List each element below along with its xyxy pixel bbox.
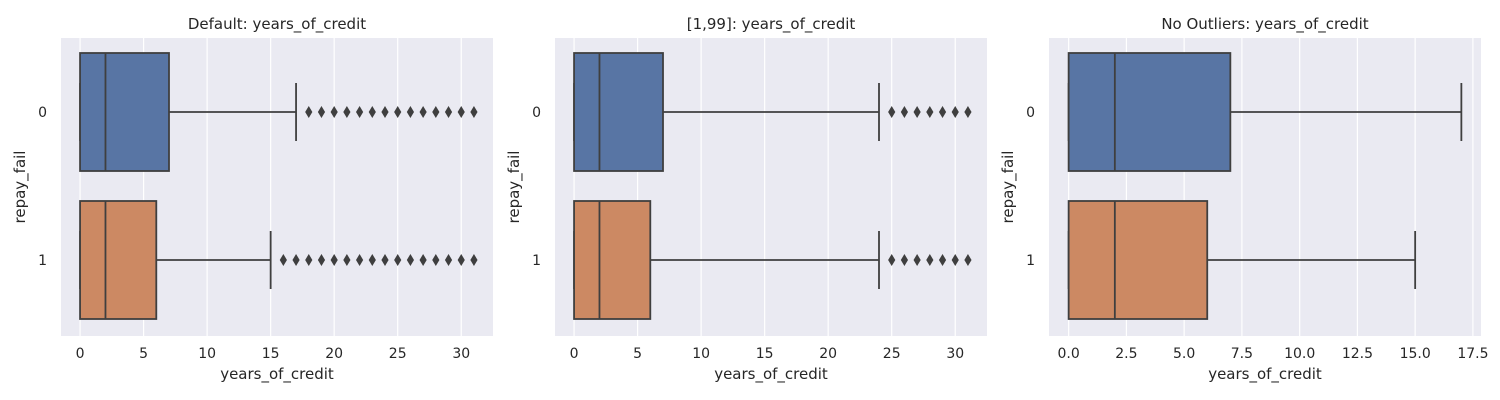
y-tick-label: 0 (1026, 105, 1035, 121)
outlier-point (432, 254, 440, 266)
x-tick-label: 10 (692, 346, 710, 362)
x-tick-label: 5 (633, 346, 642, 362)
outlier-point (381, 254, 389, 266)
chart-title: [1,99]: years_of_credit (687, 15, 856, 34)
x-tick-label: 10 (198, 346, 216, 362)
x-tick-label: 20 (819, 346, 837, 362)
outlier-point (964, 106, 972, 118)
chart-title: No Outliers: years_of_credit (1161, 15, 1368, 34)
x-tick-label: 10.0 (1284, 346, 1315, 362)
x-tick-label: 20 (325, 346, 343, 362)
x-tick-label: 25 (389, 346, 407, 362)
box-group-0 (79, 52, 478, 172)
x-tick-label: 15 (756, 346, 774, 362)
x-tick-label: 5 (139, 346, 148, 362)
box-group-0 (573, 52, 972, 172)
box-iqr (1067, 52, 1232, 172)
outlier-point (394, 254, 402, 266)
outlier-point (938, 106, 947, 118)
outlier-point (317, 254, 326, 266)
outlier-point (888, 254, 896, 266)
y-axis-label: repay_fail (11, 151, 30, 224)
outlier-point (355, 106, 364, 118)
x-tick-label: 0 (76, 346, 85, 362)
outlier-point (432, 106, 440, 118)
x-tick-label: 30 (946, 346, 964, 362)
box-group-0 (1067, 52, 1463, 172)
outlier-point (900, 254, 909, 266)
x-tick-label: 12.5 (1342, 346, 1373, 362)
box-iqr (79, 200, 158, 320)
y-axis-label: repay_fail (505, 151, 524, 224)
outlier-point (343, 254, 351, 266)
x-tick-label: 25 (883, 346, 901, 362)
box-iqr (1067, 200, 1209, 320)
outlier-point (406, 106, 415, 118)
outlier-point (444, 106, 453, 118)
outlier-point (926, 254, 934, 266)
outlier-point (457, 254, 465, 266)
outlier-point (330, 254, 338, 266)
x-tick-label: 15.0 (1400, 346, 1431, 362)
outlier-point (394, 106, 402, 118)
box-group-1 (1067, 200, 1417, 320)
outlier-point (355, 254, 364, 266)
x-tick-label: 0.0 (1058, 346, 1080, 362)
outlier-point (279, 254, 287, 266)
x-tick-label: 2.5 (1115, 346, 1137, 362)
x-tick-label: 17.5 (1457, 346, 1488, 362)
chart-panel-1: 0 5 10 15 20 25 30 0 1 [1,99]: years_of_credityea… (505, 15, 987, 384)
y-tick-label: 1 (1026, 253, 1035, 269)
x-tick-label: 0 (570, 346, 579, 362)
y-tick-label: 0 (38, 105, 47, 121)
outlier-point (926, 106, 934, 118)
y-tick-label: 0 (532, 105, 541, 121)
box-group-1 (79, 200, 478, 320)
outlier-point (444, 254, 453, 266)
outlier-point (292, 254, 300, 266)
outlier-point (470, 106, 478, 118)
outlier-point (305, 106, 313, 118)
chart-panel-0: 0 5 10 15 20 25 30 0 1 Default: years_of_creditye… (11, 15, 493, 384)
y-tick-label: 1 (532, 253, 541, 269)
chart-panel-2: 0.0 2.5 5.0 7.5 10.0 12.5 15.0 17.5 0 1 No Outlier… (999, 15, 1489, 384)
outlier-point (913, 254, 921, 266)
x-tick-label: 5.0 (1173, 346, 1195, 362)
outlier-point (913, 106, 921, 118)
outlier-point (381, 106, 389, 118)
outlier-point (900, 106, 909, 118)
box-iqr (79, 52, 170, 172)
outlier-point (406, 254, 415, 266)
outlier-point (470, 254, 478, 266)
outlier-point (305, 254, 313, 266)
outlier-point (368, 106, 376, 118)
x-tick-label: 30 (452, 346, 470, 362)
box-iqr (573, 200, 652, 320)
box-iqr (573, 52, 664, 172)
outlier-point (888, 106, 896, 118)
x-tick-label: 15 (262, 346, 280, 362)
outlier-point (951, 106, 959, 118)
outlier-point (343, 106, 351, 118)
outlier-point (330, 106, 338, 118)
x-axis-label: years_of_credit (1208, 365, 1322, 384)
outlier-point (457, 106, 465, 118)
outlier-point (317, 106, 326, 118)
outlier-point (419, 106, 427, 118)
x-axis-label: years_of_credit (220, 365, 334, 384)
chart-title: Default: years_of_credit (188, 15, 366, 34)
outlier-point (938, 254, 947, 266)
x-tick-label: 7.5 (1231, 346, 1253, 362)
x-axis-label: years_of_credit (714, 365, 828, 384)
outlier-point (964, 254, 972, 266)
outlier-point (368, 254, 376, 266)
y-axis-label: repay_fail (999, 151, 1018, 224)
y-tick-label: 1 (38, 253, 47, 269)
outlier-point (951, 254, 959, 266)
outlier-point (419, 254, 427, 266)
box-group-1 (573, 200, 972, 320)
